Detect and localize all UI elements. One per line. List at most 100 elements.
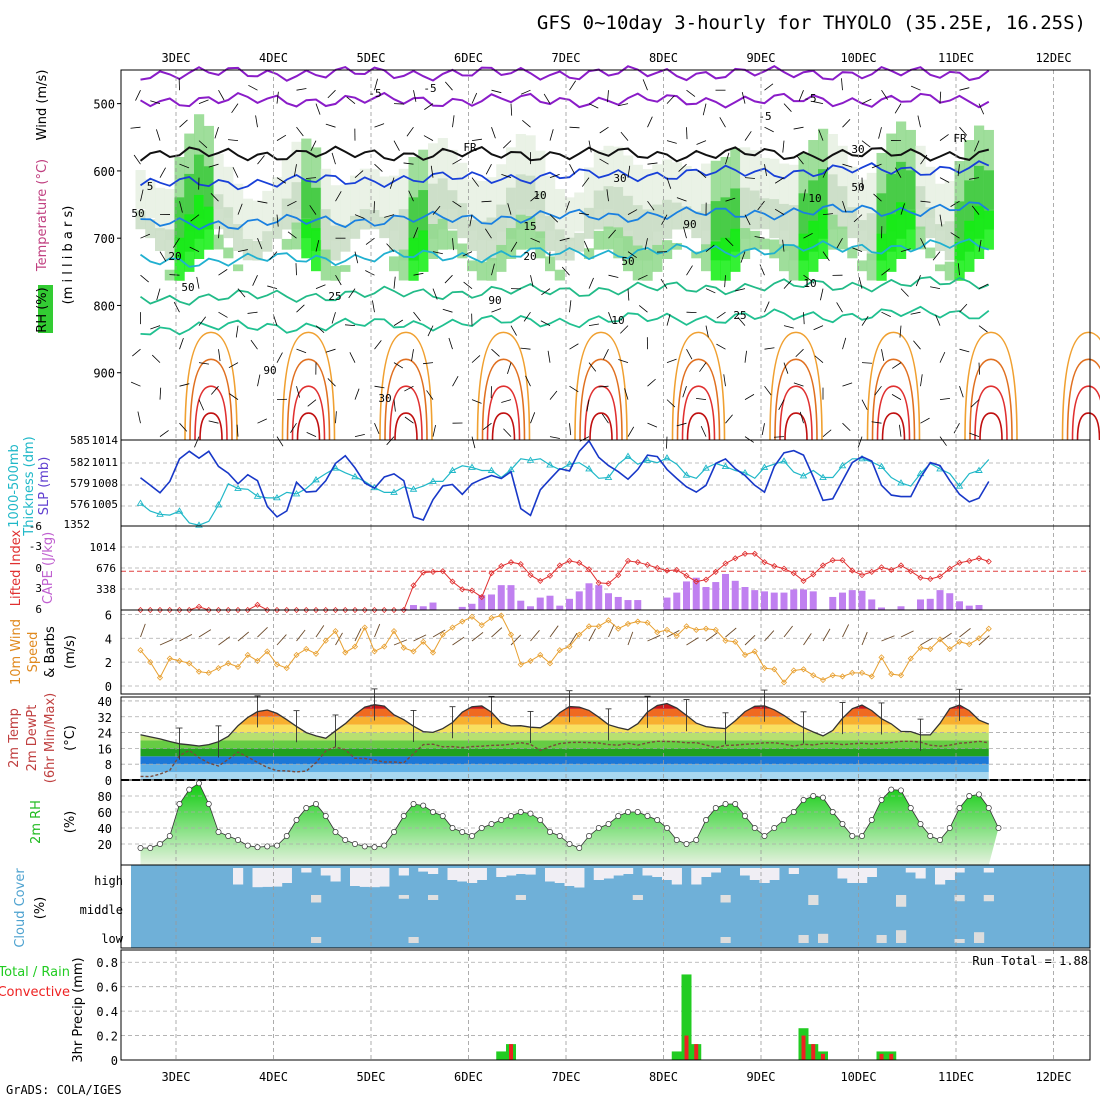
cloud-gap-high (359, 868, 370, 887)
wind-barb (198, 362, 209, 365)
wind10m-barb (686, 637, 699, 646)
rh-shade-cell (428, 224, 439, 259)
wind-speed-point (283, 665, 290, 672)
wind-barb (227, 139, 239, 142)
lifted-index-point (507, 559, 515, 566)
wind-barb (774, 208, 785, 215)
wind-barb (891, 394, 902, 400)
rh-point (927, 833, 934, 839)
wind10m-barb (744, 634, 756, 646)
wind-barb (257, 238, 263, 250)
rh-shade-cell (545, 256, 556, 272)
rh-shade-cell (642, 209, 653, 261)
temp-band (140, 703, 989, 709)
warm-contour-loop (394, 412, 418, 441)
cloud-frame (120, 864, 1091, 949)
cloud-gap-high (749, 868, 760, 880)
lifted-index-point (234, 606, 242, 614)
rh-point (283, 833, 290, 839)
rh-shade-cell (662, 159, 673, 219)
wind-barb (583, 240, 590, 252)
thickness-point (253, 492, 262, 499)
wind-barb (917, 115, 921, 128)
wind-barb (190, 214, 200, 222)
rh-shade-cell (135, 170, 146, 210)
wind-barb (501, 399, 512, 403)
cloud-gap-high (935, 868, 946, 885)
thickness-point (565, 460, 574, 467)
rh-shade-cell (613, 227, 624, 259)
cape-bar (634, 600, 642, 610)
wind-barb (315, 240, 320, 252)
cloud-gap-middle (896, 895, 907, 907)
rh-point (449, 825, 456, 831)
contour-label: 5 (147, 180, 154, 193)
dewpoint-line (140, 740, 989, 778)
legend-total-rain: Total / Rain (0, 965, 70, 980)
cloud-gap-high (593, 868, 604, 880)
wind-speed-point (858, 669, 866, 676)
warm-contour-loop (964, 331, 1018, 441)
rh-point (186, 786, 193, 793)
day-label-bottom: 4DEC (259, 1070, 288, 1084)
wind10m-barb (257, 626, 268, 638)
rh-shade-cell (535, 150, 546, 218)
wind-barb (881, 311, 891, 318)
wind-speed-point (342, 649, 349, 656)
cape-bar (410, 605, 417, 610)
rh-shade-cell (730, 228, 741, 272)
wind-speed-point (819, 676, 827, 684)
wind-barb (871, 163, 882, 169)
wind-barb (939, 91, 942, 104)
wind-barb (520, 347, 531, 350)
cloud-level-label: low (101, 932, 123, 946)
lifted-index-point (429, 568, 437, 575)
wind-barb (920, 200, 931, 203)
cloud-gap-middle (954, 895, 965, 902)
wind10m-barb (569, 632, 578, 646)
wind-barb (588, 103, 599, 109)
wind-speed-point (663, 626, 671, 633)
rh-shade-cell (779, 244, 790, 272)
day-label-top: 4DEC (259, 51, 288, 65)
li-tick-label: 6 (35, 603, 42, 616)
wind-barb (549, 436, 560, 439)
ylabel-cloud: Cloud Cover (13, 868, 28, 948)
wind-barb (724, 275, 726, 288)
wind-barb (894, 103, 902, 114)
temp-band (140, 756, 989, 765)
cape-bar (478, 595, 486, 610)
cape-bar (975, 605, 983, 610)
wind-barb (491, 308, 502, 313)
ylabel-slp: SLP (mb) (37, 457, 52, 516)
rh-shade-cell (983, 210, 994, 250)
rh-shade-cell (935, 183, 946, 231)
cloud-gap-high (262, 868, 273, 887)
lifted-index-point (722, 560, 729, 567)
lifted-index-point (780, 565, 788, 572)
rh-point (166, 833, 173, 839)
cloud-gap-middle (515, 895, 526, 900)
wind-barb (503, 428, 512, 437)
warm-contour-loop (584, 385, 618, 441)
wind-barb (957, 164, 960, 177)
warm-contour-loop (876, 385, 911, 441)
wind-barb (424, 103, 434, 110)
lifted-index-point (342, 606, 349, 614)
wind-barb (276, 436, 284, 447)
wind-barb (432, 288, 438, 300)
rh-shade-cell (632, 205, 643, 261)
lifted-index-point (605, 580, 612, 587)
wind-barb (842, 422, 851, 432)
wind-barb (530, 412, 536, 424)
rh-shade-cell (701, 163, 712, 231)
rh-shade-cell (944, 261, 955, 281)
temp-band (140, 732, 989, 741)
cape-bar (809, 591, 817, 610)
rh-shade-cell (593, 190, 604, 230)
lifted-index-point (186, 606, 193, 614)
wind-barb (686, 348, 693, 360)
day-label-bottom: 9DEC (747, 1070, 776, 1084)
rh-shade-cell (447, 190, 458, 230)
lifted-index-point (381, 606, 388, 614)
